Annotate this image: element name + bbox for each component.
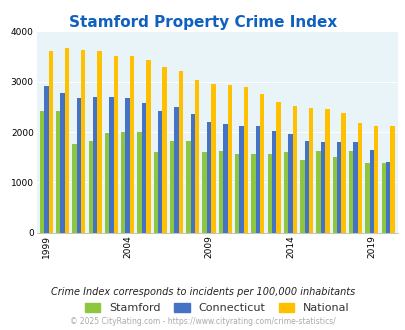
- Bar: [190, 114, 194, 233]
- Bar: [113, 55, 118, 233]
- Bar: [276, 102, 280, 233]
- Bar: [239, 126, 243, 233]
- Bar: [320, 142, 324, 233]
- Bar: [255, 126, 260, 233]
- Bar: [125, 98, 130, 233]
- Text: Stamford Property Crime Index: Stamford Property Crime Index: [69, 15, 336, 30]
- Bar: [251, 154, 255, 233]
- Text: Crime Index corresponds to incidents per 100,000 inhabitants: Crime Index corresponds to incidents per…: [51, 287, 354, 297]
- Bar: [170, 141, 174, 233]
- Bar: [141, 103, 146, 233]
- Bar: [93, 97, 97, 233]
- Bar: [288, 134, 292, 233]
- Bar: [373, 126, 377, 233]
- Bar: [369, 150, 373, 233]
- Bar: [104, 133, 109, 233]
- Bar: [158, 111, 162, 233]
- Bar: [186, 141, 190, 233]
- Bar: [56, 111, 60, 233]
- Bar: [271, 131, 276, 233]
- Bar: [97, 51, 102, 233]
- Bar: [381, 163, 385, 233]
- Bar: [352, 142, 357, 233]
- Bar: [234, 154, 239, 233]
- Bar: [267, 154, 271, 233]
- Bar: [211, 84, 215, 233]
- Bar: [207, 122, 211, 233]
- Bar: [121, 132, 125, 233]
- Bar: [292, 106, 296, 233]
- Bar: [88, 141, 93, 233]
- Bar: [194, 80, 199, 233]
- Bar: [174, 107, 178, 233]
- Bar: [283, 152, 288, 233]
- Bar: [178, 71, 183, 233]
- Bar: [153, 152, 158, 233]
- Bar: [146, 59, 150, 233]
- Bar: [364, 163, 369, 233]
- Bar: [65, 49, 69, 233]
- Bar: [315, 151, 320, 233]
- Bar: [260, 94, 264, 233]
- Bar: [385, 162, 389, 233]
- Bar: [308, 108, 313, 233]
- Bar: [137, 132, 141, 233]
- Bar: [389, 126, 394, 233]
- Bar: [218, 151, 223, 233]
- Bar: [48, 51, 53, 233]
- Bar: [109, 97, 113, 233]
- Bar: [72, 144, 77, 233]
- Bar: [324, 109, 329, 233]
- Bar: [243, 87, 247, 233]
- Bar: [130, 56, 134, 233]
- Bar: [81, 50, 85, 233]
- Bar: [162, 67, 166, 233]
- Bar: [40, 111, 44, 233]
- Legend: Stamford, Connecticut, National: Stamford, Connecticut, National: [80, 299, 353, 318]
- Text: © 2025 CityRating.com - https://www.cityrating.com/crime-statistics/: © 2025 CityRating.com - https://www.city…: [70, 317, 335, 326]
- Bar: [227, 85, 231, 233]
- Bar: [60, 93, 65, 233]
- Bar: [304, 141, 308, 233]
- Bar: [336, 142, 341, 233]
- Bar: [341, 114, 345, 233]
- Bar: [202, 152, 207, 233]
- Bar: [357, 123, 361, 233]
- Bar: [223, 124, 227, 233]
- Bar: [77, 98, 81, 233]
- Bar: [299, 160, 304, 233]
- Bar: [348, 151, 352, 233]
- Bar: [332, 157, 336, 233]
- Bar: [44, 86, 48, 233]
